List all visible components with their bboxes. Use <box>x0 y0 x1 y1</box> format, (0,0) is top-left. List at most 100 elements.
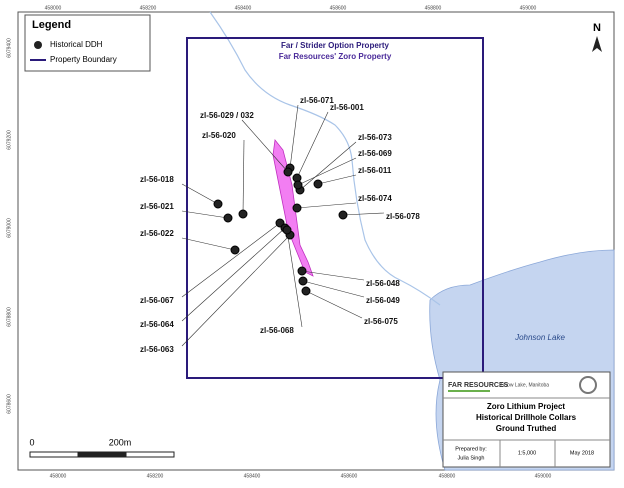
grid-label: 458600 <box>341 473 358 479</box>
drillhole-label: zl-56-022 <box>140 229 174 238</box>
grid-label: 6078600 <box>6 394 12 414</box>
drillhole-label: zl-56-075 <box>364 317 398 326</box>
grid-label: 458000 <box>50 473 67 479</box>
drillhole-collar <box>238 209 248 219</box>
north-arrow: N <box>592 22 602 52</box>
logo <box>579 376 597 394</box>
grid-label: 6078800 <box>6 307 12 327</box>
drillhole-label: zl-56-018 <box>140 175 174 184</box>
drillhole-label: zl-56-068 <box>260 326 294 335</box>
drillhole-label: zl-56-067 <box>140 296 174 305</box>
drillhole-label: zl-56-049 <box>366 296 400 305</box>
leader-line <box>181 210 229 219</box>
drillhole-collar <box>283 167 293 177</box>
drillhole-collar <box>223 213 233 223</box>
leader-line <box>181 227 286 322</box>
leader-line <box>297 157 357 186</box>
drillhole-collar <box>293 180 303 190</box>
drillhole-label: zl-56-071 <box>300 96 334 105</box>
grid-label: 459000 <box>535 473 552 479</box>
grid-label: 458000 <box>45 5 62 11</box>
scale-segment <box>125 451 175 458</box>
leader-line <box>299 141 357 191</box>
title-block-box <box>442 371 611 468</box>
leader-line <box>289 104 299 169</box>
grid-label: 458400 <box>244 473 261 479</box>
legend-item: Historical DDH <box>50 40 103 49</box>
drillhole-label: zl-56-063 <box>140 345 174 354</box>
drillhole-label: zl-56-020 <box>202 131 236 140</box>
leader-line <box>286 229 303 328</box>
drillhole-collar <box>298 276 308 286</box>
drillhole-label: zl-56-029 / 032 <box>200 111 254 120</box>
company-logo: FAR RESOURCES <box>448 382 509 389</box>
grid-label: 6079400 <box>6 38 12 58</box>
grid-label: 6079000 <box>6 218 12 238</box>
drillhole-collar <box>292 203 302 213</box>
leader-line <box>296 111 329 179</box>
drillhole-label: zl-56-011 <box>358 166 392 175</box>
drillhole-collar <box>213 199 223 209</box>
property-boundary <box>186 37 484 379</box>
drillhole-label: zl-56-021 <box>140 202 174 211</box>
property-label: Far Resources' Zoro Property <box>279 52 392 61</box>
drillhole-collar <box>282 225 292 235</box>
leader-line <box>296 202 357 209</box>
map-frame <box>17 11 615 471</box>
drillhole-label: zl-56-069 <box>358 149 392 158</box>
drillhole-collar <box>230 245 240 255</box>
leader-line <box>342 212 385 216</box>
leader-line <box>181 222 281 298</box>
scale-start: 0 <box>29 437 34 447</box>
leader-line <box>181 234 291 347</box>
map-title: Zoro Lithium Project <box>487 402 566 411</box>
grid-label: 458200 <box>140 5 157 11</box>
drillhole-label: zl-56-064 <box>140 320 174 329</box>
drillhole-label: zl-56-048 <box>366 279 400 288</box>
grid-label: 459000 <box>520 5 537 11</box>
legend-title: Legend <box>32 19 71 31</box>
legend-item: Property Boundary <box>50 55 117 64</box>
leader-line <box>301 270 365 281</box>
north-label: N <box>593 22 601 34</box>
location: Snow Lake, Manitoba <box>501 382 549 388</box>
scale-segment <box>29 451 79 458</box>
map-title: Ground Truthed <box>496 424 557 433</box>
grid-label: 6079200 <box>6 130 12 150</box>
legend-dot <box>34 41 42 49</box>
drillhole-label: zl-56-074 <box>358 194 392 203</box>
grid-label: 458800 <box>439 473 456 479</box>
drillhole-collar <box>301 286 311 296</box>
leader-line <box>181 237 236 251</box>
grid-label: 458200 <box>147 473 164 479</box>
map-date: May 2018 <box>570 450 594 456</box>
lake-label: Johnson Lake <box>514 333 565 342</box>
drillhole-collar <box>297 266 307 276</box>
prepared-label: Prepared by: <box>455 446 487 452</box>
scale-end: 200m <box>109 437 132 447</box>
drillhole-collar <box>338 210 348 220</box>
river <box>209 11 441 306</box>
drillhole-label: zl-56-073 <box>358 133 392 142</box>
title-block: FAR RESOURCES Snow Lake, Manitoba Zoro L… <box>442 371 611 468</box>
legend: Legend Historical DDH Property Boundary <box>24 14 151 72</box>
leader-line <box>317 174 357 185</box>
leader-line <box>305 290 363 319</box>
legend-box <box>24 14 151 72</box>
map-title: Historical Drillhole Collars <box>476 413 577 422</box>
drillhole-collar <box>313 179 323 189</box>
grid-label: 458800 <box>425 5 442 11</box>
leader-line <box>302 280 365 298</box>
leader-line <box>241 119 289 173</box>
prepared-by: Julia Singh <box>458 455 485 461</box>
grid-label: 458400 <box>235 5 252 11</box>
leader-line <box>181 183 219 205</box>
drillhole-label: zl-56-078 <box>386 212 420 221</box>
scale-segment <box>77 451 127 458</box>
property-label: Far / Strider Option Property <box>281 41 390 50</box>
scale-bar: 0 200m <box>29 437 175 458</box>
map-scale: 1:5,000 <box>518 450 536 456</box>
grid-label: 458600 <box>330 5 347 11</box>
